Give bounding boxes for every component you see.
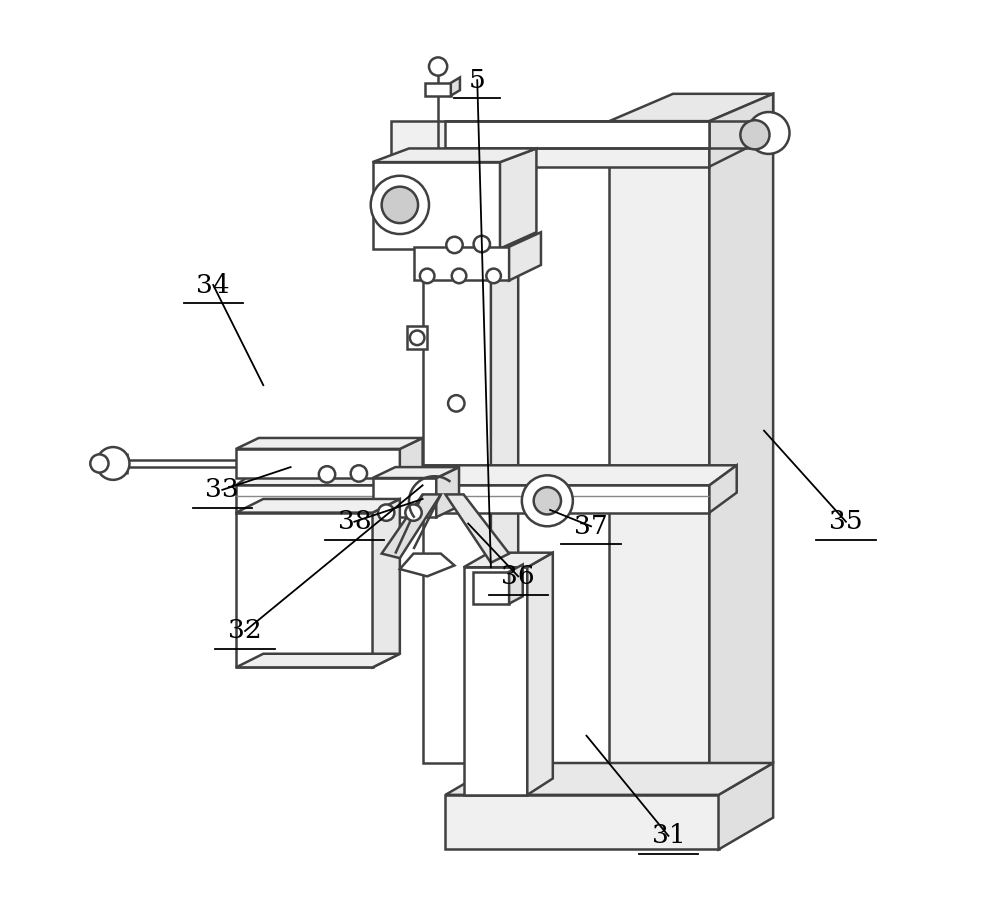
Polygon shape: [709, 93, 773, 795]
Polygon shape: [400, 438, 423, 478]
Circle shape: [371, 176, 429, 234]
Text: 5: 5: [469, 68, 486, 93]
Polygon shape: [373, 148, 536, 162]
Circle shape: [319, 466, 335, 483]
Polygon shape: [425, 82, 451, 95]
Circle shape: [748, 112, 790, 154]
Polygon shape: [236, 465, 737, 485]
Polygon shape: [445, 495, 509, 562]
Polygon shape: [464, 552, 553, 567]
Polygon shape: [236, 654, 400, 668]
Polygon shape: [509, 564, 523, 604]
Polygon shape: [491, 222, 518, 763]
Polygon shape: [373, 467, 459, 478]
Circle shape: [420, 268, 434, 283]
Polygon shape: [527, 552, 553, 795]
Circle shape: [378, 505, 394, 521]
Polygon shape: [719, 763, 773, 849]
Polygon shape: [236, 499, 400, 513]
Text: 37: 37: [574, 514, 608, 539]
Polygon shape: [236, 438, 423, 449]
Polygon shape: [500, 148, 536, 248]
Circle shape: [446, 236, 463, 253]
Polygon shape: [236, 485, 709, 513]
Polygon shape: [464, 567, 527, 795]
Text: 34: 34: [196, 273, 230, 298]
Circle shape: [90, 454, 109, 473]
Text: 33: 33: [205, 477, 239, 502]
Text: 35: 35: [829, 509, 863, 534]
Polygon shape: [445, 763, 773, 795]
Polygon shape: [451, 78, 460, 95]
Polygon shape: [709, 93, 773, 167]
Polygon shape: [445, 121, 709, 148]
Circle shape: [534, 487, 561, 515]
Polygon shape: [414, 246, 509, 280]
Polygon shape: [473, 572, 509, 604]
Polygon shape: [407, 326, 427, 349]
Text: 31: 31: [652, 823, 685, 848]
Circle shape: [97, 447, 129, 480]
Polygon shape: [236, 449, 400, 478]
Circle shape: [429, 58, 447, 76]
Polygon shape: [382, 495, 441, 558]
Circle shape: [474, 235, 490, 252]
Circle shape: [351, 465, 367, 482]
Polygon shape: [373, 478, 436, 518]
Circle shape: [740, 120, 769, 149]
Polygon shape: [509, 233, 541, 280]
Polygon shape: [423, 222, 491, 763]
Polygon shape: [391, 121, 709, 167]
Polygon shape: [609, 121, 709, 795]
Circle shape: [405, 505, 422, 521]
Polygon shape: [236, 513, 373, 668]
Polygon shape: [445, 795, 719, 849]
Polygon shape: [373, 499, 400, 668]
Circle shape: [410, 331, 424, 345]
Circle shape: [452, 268, 466, 283]
Polygon shape: [709, 465, 737, 513]
Polygon shape: [436, 467, 459, 518]
Circle shape: [448, 395, 464, 411]
Circle shape: [522, 475, 573, 527]
Polygon shape: [373, 162, 500, 248]
Text: 36: 36: [501, 564, 535, 589]
Circle shape: [486, 268, 501, 283]
Circle shape: [382, 187, 418, 224]
Polygon shape: [400, 553, 454, 576]
Text: 38: 38: [338, 509, 371, 534]
Text: 32: 32: [228, 618, 262, 643]
Polygon shape: [609, 93, 773, 121]
